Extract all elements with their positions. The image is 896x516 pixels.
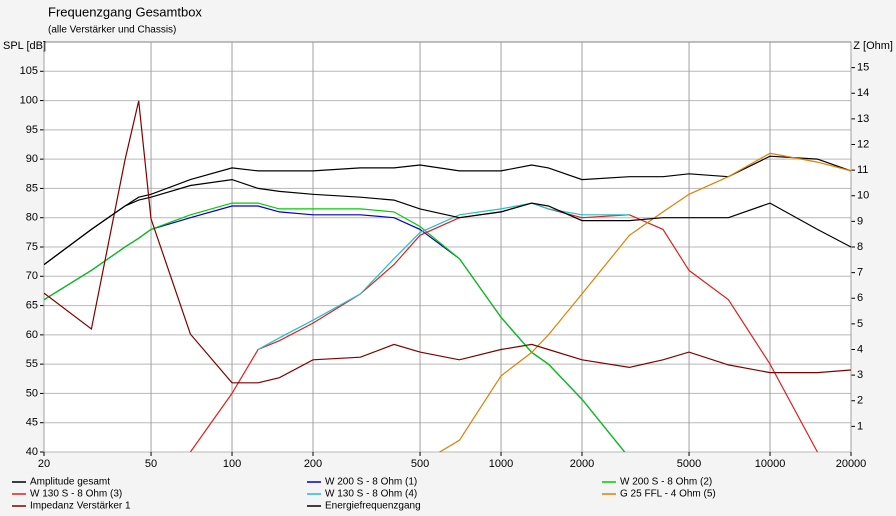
y2-tick-label: 14 <box>857 87 869 99</box>
grid: 4045505560657075808590951001051234567891… <box>20 42 869 470</box>
x-tick-label: 500 <box>411 458 429 470</box>
x-tick-label: 50 <box>145 458 157 470</box>
y2-tick-label: 1 <box>857 420 863 432</box>
y-tick-label: 75 <box>26 241 38 253</box>
y2-tick-label: 9 <box>857 215 863 227</box>
series-line <box>438 152 851 452</box>
x-tick-label: 10000 <box>755 458 786 470</box>
y2-tick-label: 5 <box>857 318 863 330</box>
y2-tick-label: 15 <box>857 62 869 74</box>
y2-tick-label: 12 <box>857 138 869 150</box>
y-tick-label: 105 <box>20 65 38 77</box>
legend: Amplitude gesamt W 200 S - 8 Ohm (1) W 200… <box>12 477 716 512</box>
y-tick-label: 65 <box>26 299 38 311</box>
y-tick-label: 85 <box>26 182 38 194</box>
y2-tick-label: 7 <box>857 267 863 279</box>
x-tick-label: 5000 <box>677 458 701 470</box>
y-tick-label: 100 <box>20 94 38 106</box>
y-tick-label: 60 <box>26 329 38 341</box>
y-tick-label: 80 <box>26 212 38 224</box>
legend-label: W 200 S - 8 Ohm (1) <box>325 477 417 488</box>
series-line <box>44 155 851 266</box>
legend-label: Impedanz Verstärker 1 <box>30 501 131 512</box>
y-tick-label: 95 <box>26 124 38 136</box>
y-tick-label: 70 <box>26 270 38 282</box>
y2-tick-label: 8 <box>857 241 863 253</box>
x-tick-label: 100 <box>223 458 241 470</box>
y2-tick-label: 13 <box>857 113 869 125</box>
chart-subtitle: (alle Verstärker und Chassis) <box>48 25 176 36</box>
y-tick-label: 90 <box>26 153 38 165</box>
y2-tick-label: 10 <box>857 190 869 202</box>
chart-title: Frequenzgang Gesamtbox <box>48 4 202 19</box>
series-line <box>44 100 851 384</box>
y2-tick-label: 11 <box>857 164 868 176</box>
y-tick-label: 40 <box>26 446 38 458</box>
legend-label: Amplitude gesamt <box>30 477 110 488</box>
y-axis-label: SPL [dB] <box>3 40 46 52</box>
y2-tick-label: 6 <box>857 292 863 304</box>
y-tick-label: 45 <box>26 417 38 429</box>
series-line <box>257 202 630 351</box>
y2-axis-label: Z [Ohm] <box>853 40 893 52</box>
series-line <box>44 178 851 266</box>
lines <box>44 100 851 452</box>
y2-tick-label: 4 <box>857 343 863 355</box>
y2-tick-label: 3 <box>857 369 863 381</box>
legend-label: G 25 FFL - 4 Ohm (5) <box>620 489 716 500</box>
x-tick-label: 2000 <box>570 458 594 470</box>
x-tick-label: 20 <box>38 458 50 470</box>
legend-label: W 130 S - 8 Ohm (4) <box>325 489 417 500</box>
legend-label: Energiefrequenzgang <box>325 501 421 512</box>
y2-tick-label: 2 <box>857 395 863 407</box>
x-tick-label: 20000 <box>836 458 867 470</box>
legend-label: W 130 S - 8 Ohm (3) <box>30 489 122 500</box>
x-tick-label: 200 <box>304 458 322 470</box>
y-tick-label: 55 <box>26 358 38 370</box>
x-tick-label: 1000 <box>489 458 513 470</box>
y-tick-label: 50 <box>26 387 38 399</box>
legend-label: W 200 S - 8 Ohm (2) <box>620 477 712 488</box>
